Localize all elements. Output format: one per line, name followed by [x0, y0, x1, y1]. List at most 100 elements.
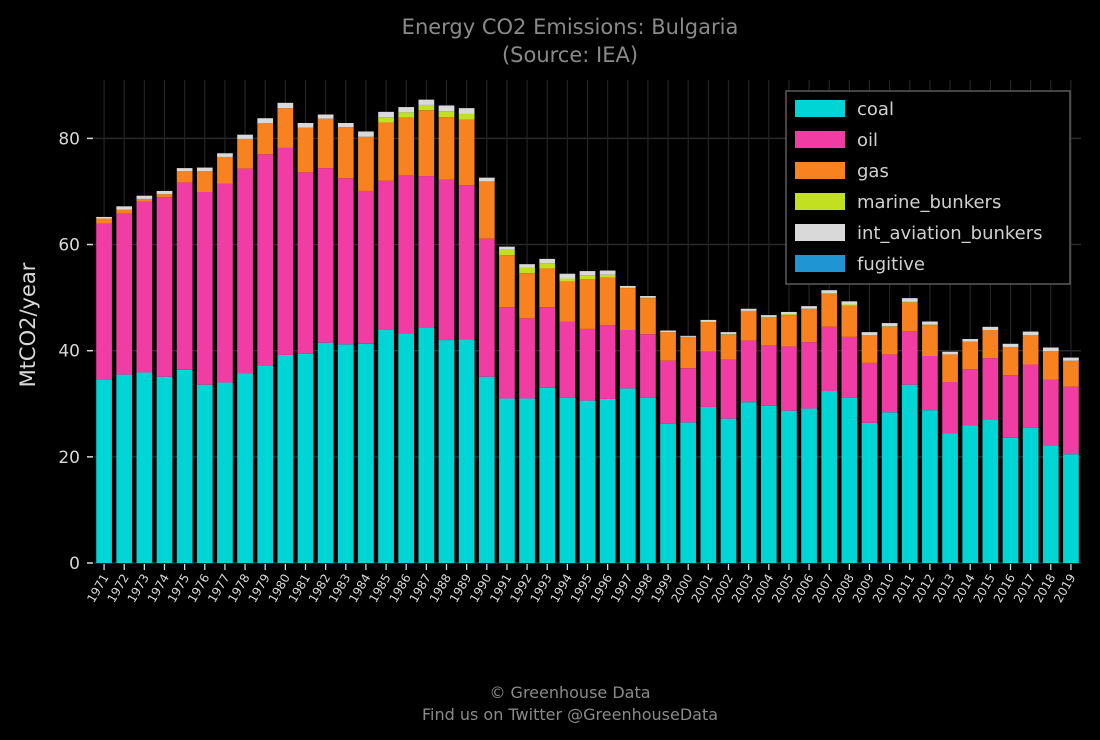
- bar-gas-2018: [1042, 351, 1059, 380]
- bar-gas-1977: [217, 156, 233, 184]
- bar-gas-2014: [962, 341, 979, 370]
- bar-oil-2001: [700, 351, 717, 407]
- bar-coal-1974: [156, 376, 173, 563]
- bar-gas-1978: [237, 138, 253, 169]
- bar-marine_bunkers-2010: [881, 326, 898, 327]
- bar-gas-1985: [378, 122, 394, 181]
- bar-marine_bunkers-1995: [579, 275, 596, 280]
- bar-oil-2017: [1022, 364, 1039, 428]
- bar-int_aviation_bunkers-1988: [438, 105, 455, 112]
- bar-oil-2018: [1042, 379, 1059, 446]
- bar-marine_bunkers-1985: [378, 117, 394, 123]
- bar-coal-2015: [982, 419, 999, 563]
- bar-int_aviation_bunkers-1994: [559, 273, 576, 279]
- bar-coal-1983: [337, 344, 354, 563]
- bar-oil-1992: [519, 318, 535, 399]
- bar-coal-2018: [1042, 445, 1059, 563]
- bar-coal-1986: [398, 333, 415, 563]
- bar-int_aviation_bunkers-1996: [599, 270, 616, 275]
- bar-oil-1986: [398, 175, 415, 334]
- bar-int_aviation_bunkers-1975: [176, 168, 193, 172]
- bar-coal-2007: [821, 391, 838, 563]
- bar-coal-1987: [418, 327, 435, 563]
- bar-coal-1995: [579, 400, 596, 563]
- bar-coal-1982: [317, 342, 334, 563]
- x-tick-label: 2019: [1051, 572, 1078, 605]
- bar-coal-2008: [841, 397, 858, 563]
- legend-label-int_aviation_bunkers: int_aviation_bunkers: [857, 223, 1043, 244]
- bar-gas-2000: [680, 336, 697, 369]
- bar-int_aviation_bunkers-2017: [1022, 331, 1039, 336]
- bar-marine_bunkers-2009: [861, 335, 878, 336]
- bar-oil-1996: [599, 325, 616, 399]
- bar-marine_bunkers-1987: [418, 104, 435, 111]
- bar-coal-1985: [378, 329, 394, 563]
- bar-coal-1988: [438, 340, 455, 563]
- bar-marine_bunkers-1988: [438, 111, 455, 118]
- bar-coal-1999: [660, 423, 676, 563]
- bar-coal-1978: [237, 373, 253, 563]
- bar-oil-2019: [1063, 386, 1079, 455]
- bar-int_aviation_bunkers-2010: [881, 323, 898, 327]
- bar-coal-1992: [519, 398, 535, 563]
- bar-gas-2003: [740, 311, 757, 341]
- bar-marine_bunkers-1992: [519, 267, 535, 274]
- chart-title: Energy CO2 Emissions: Bulgaria: [402, 15, 739, 39]
- bar-coal-2003: [740, 402, 757, 563]
- bar-int_aviation_bunkers-2005: [781, 311, 797, 315]
- bar-gas-2013: [942, 354, 958, 383]
- bar-oil-1976: [196, 191, 213, 385]
- bar-oil-2010: [881, 354, 898, 413]
- bar-coal-1997: [619, 388, 636, 563]
- bar-int_aviation_bunkers-1978: [237, 134, 253, 139]
- bar-int_aviation_bunkers-1995: [579, 271, 596, 276]
- legend-label-fugitive: fugitive: [857, 254, 925, 275]
- bar-gas-2008: [841, 305, 858, 337]
- bar-oil-1990: [478, 238, 495, 377]
- bar-int_aviation_bunkers-1989: [458, 108, 475, 114]
- bar-int_aviation_bunkers-2006: [801, 306, 817, 309]
- bar-int_aviation_bunkers-2014: [962, 339, 979, 342]
- legend-swatch-oil: [795, 131, 845, 148]
- bar-coal-1998: [640, 397, 656, 563]
- bar-gas-1971: [96, 218, 112, 224]
- bar-oil-2013: [942, 382, 958, 434]
- bar-gas-1981: [297, 127, 314, 173]
- bar-gas-1983: [337, 127, 354, 179]
- bar-gas-1974: [156, 194, 173, 198]
- bar-coal-2017: [1022, 427, 1039, 563]
- bar-marine_bunkers-2002: [720, 334, 737, 335]
- bars: [96, 99, 1079, 563]
- bar-gas-1989: [458, 119, 475, 186]
- bar-coal-1996: [599, 398, 616, 563]
- bar-marine_bunkers-1998: [640, 297, 656, 299]
- bar-oil-2007: [821, 326, 838, 392]
- y-axis-label: MtCO2/year: [16, 262, 40, 387]
- bar-marine_bunkers-1996: [599, 274, 616, 278]
- bar-int_aviation_bunkers-2007: [821, 290, 838, 294]
- bar-marine_bunkers-1994: [559, 278, 576, 282]
- bar-gas-1996: [599, 277, 616, 326]
- bar-int_aviation_bunkers-2018: [1042, 347, 1059, 352]
- bar-gas-2012: [922, 325, 938, 356]
- legend-swatch-fugitive: [795, 255, 845, 272]
- bar-oil-1991: [499, 307, 515, 399]
- legend-swatch-int_aviation_bunkers: [795, 224, 845, 241]
- bar-gas-1982: [317, 118, 334, 169]
- bar-coal-2011: [901, 384, 918, 563]
- bar-int_aviation_bunkers-2012: [922, 321, 938, 325]
- bar-coal-2005: [781, 410, 797, 563]
- bar-int_aviation_bunkers-1987: [418, 99, 435, 105]
- bar-coal-2014: [962, 425, 979, 563]
- chart-subtitle: (Source: IEA): [502, 43, 638, 67]
- bar-oil-1998: [640, 334, 656, 398]
- bar-oil-2014: [962, 369, 979, 426]
- bar-marine_bunkers-2004: [760, 317, 777, 318]
- bar-int_aviation_bunkers-2009: [861, 332, 878, 336]
- bar-coal-1993: [539, 387, 556, 563]
- bar-marine_bunkers-2006: [801, 308, 817, 310]
- bar-marine_bunkers-1997: [619, 287, 636, 289]
- bar-oil-2004: [760, 345, 777, 406]
- bar-int_aviation_bunkers-1972: [116, 206, 133, 210]
- bar-coal-2016: [1002, 437, 1019, 563]
